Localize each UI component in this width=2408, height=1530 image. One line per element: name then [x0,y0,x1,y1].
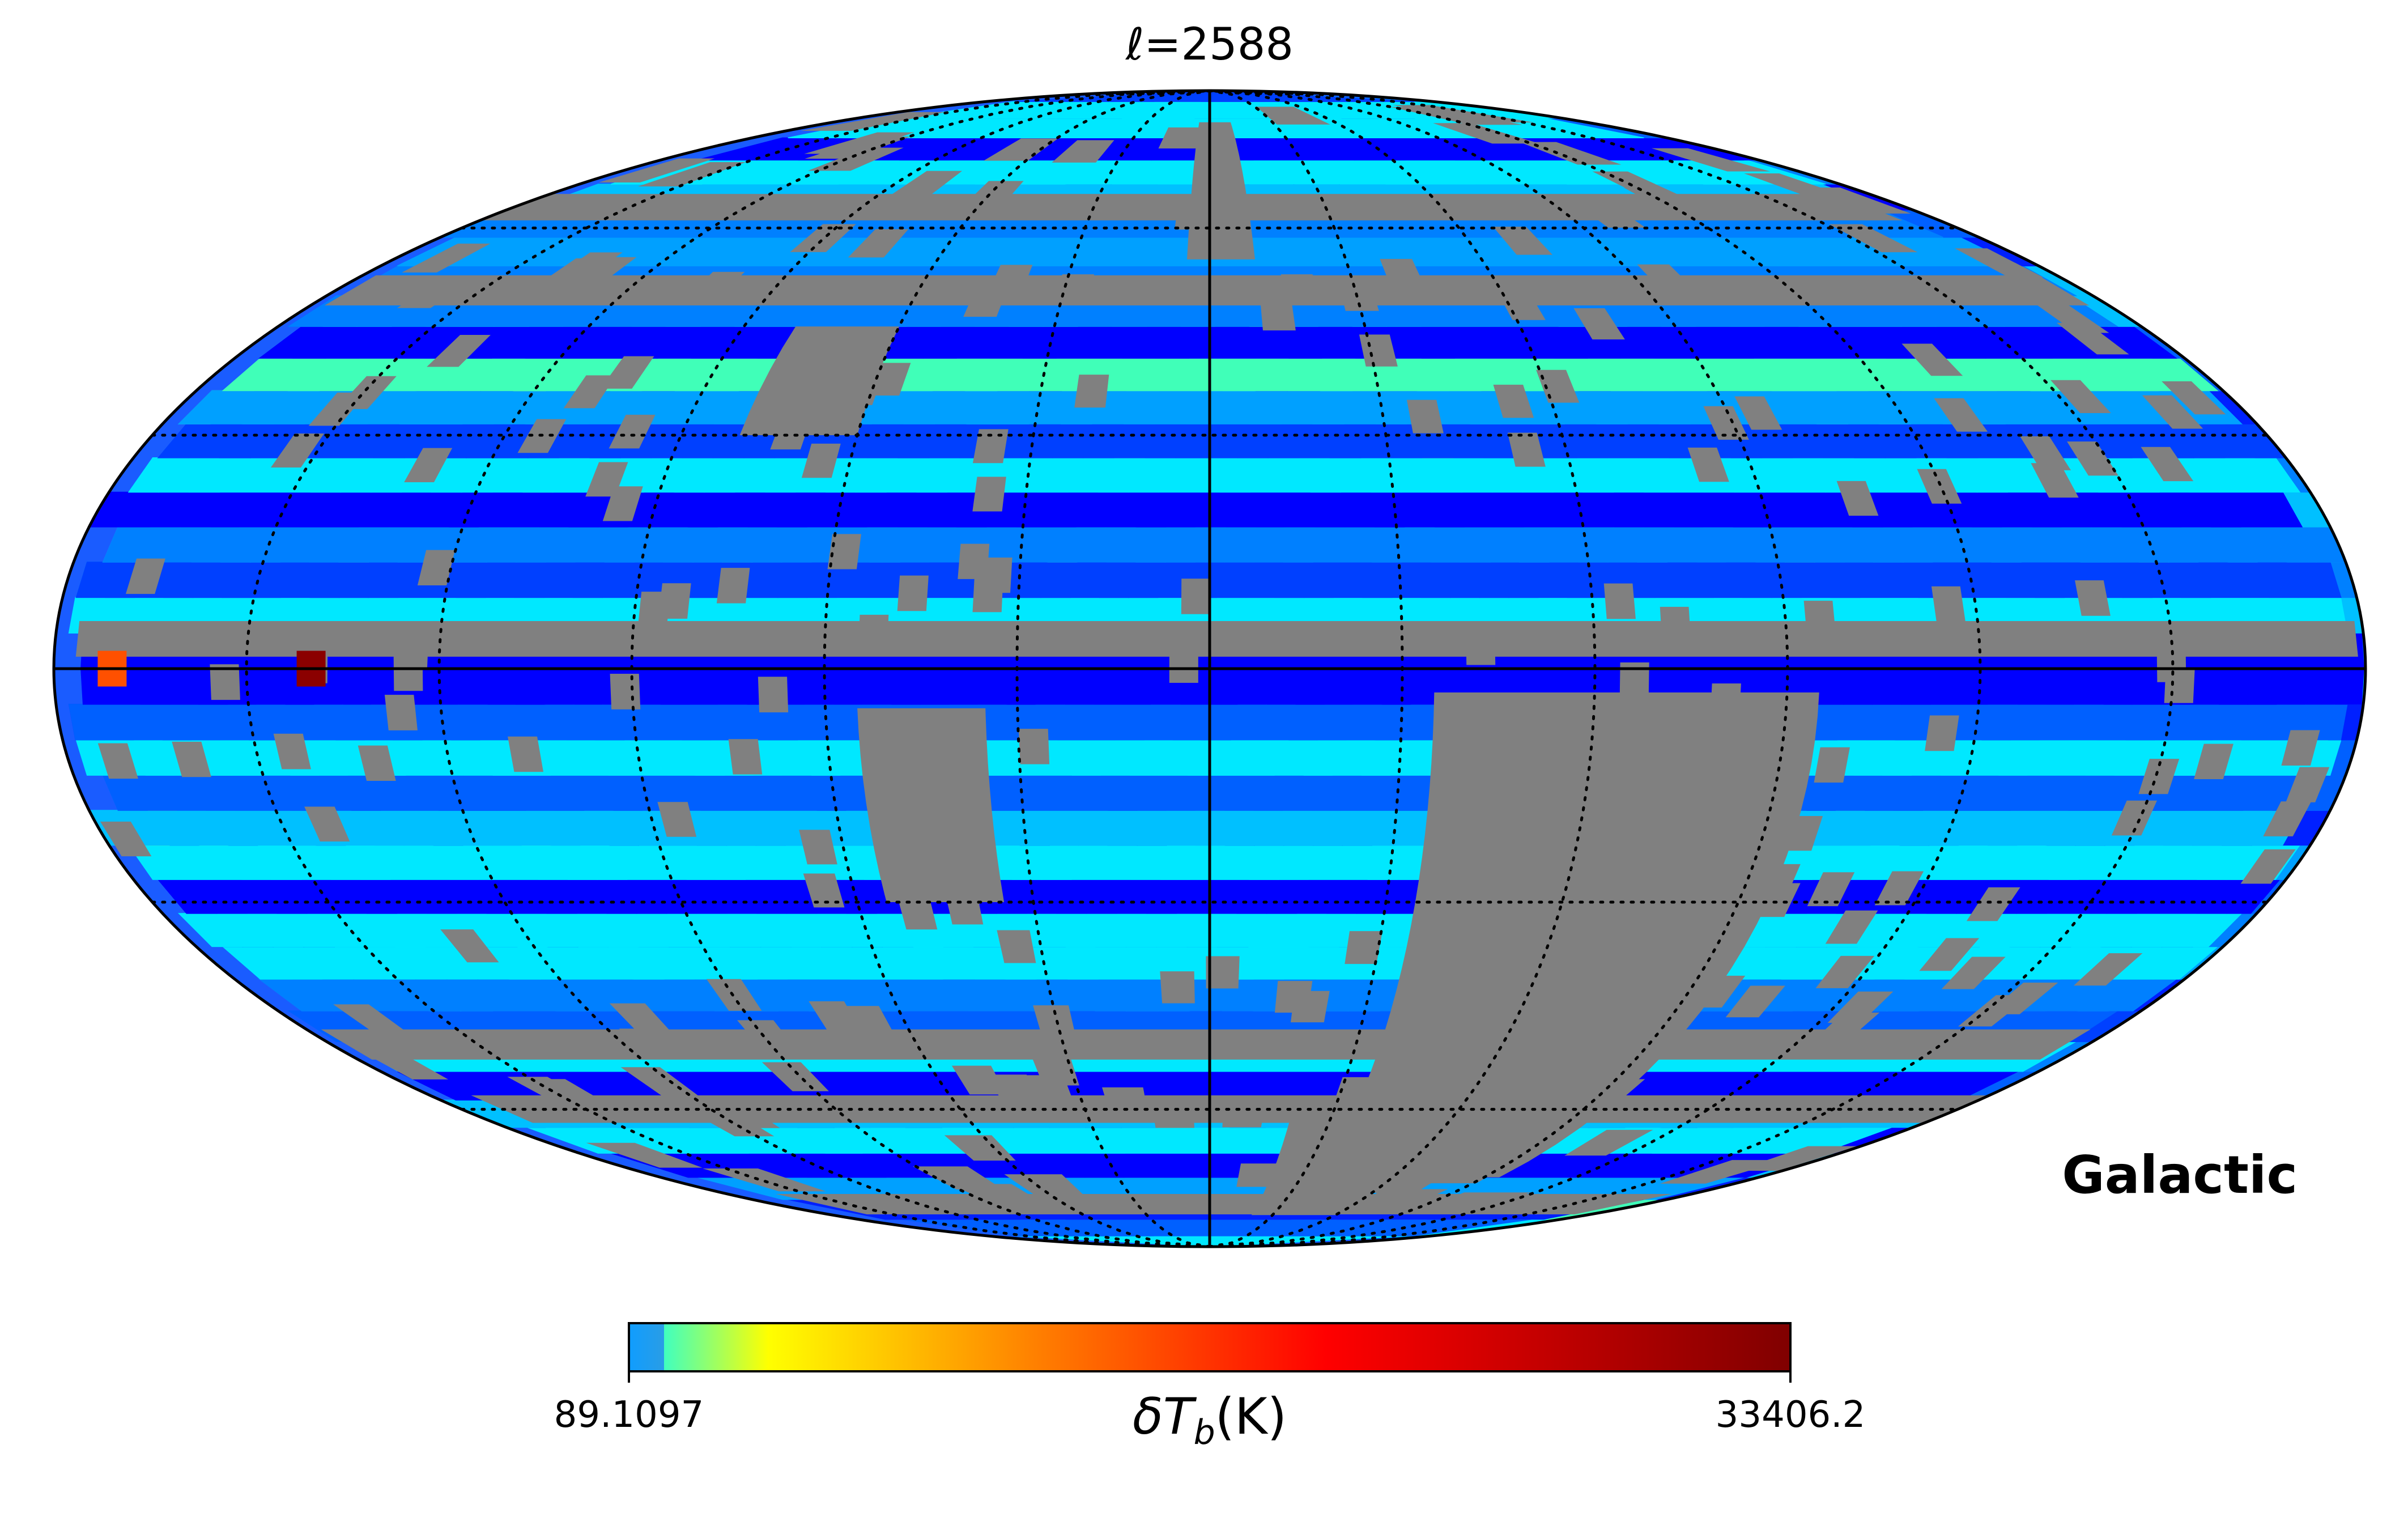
masked-pixel [1169,647,1198,683]
masked-pixel [1603,583,1636,619]
masked-pixel [658,583,691,619]
sky-pixel [157,879,2281,914]
sky-pixel [610,1153,1826,1178]
map-title: ℓ=2588 [1125,19,1294,70]
masked-pixel [981,557,1012,593]
colorbar-label-unit: (K) [1215,1387,1287,1446]
masked-region [857,708,1005,903]
sky-pixel [102,775,2346,811]
masked-pixel [1931,586,1965,622]
masked-pixel [1160,971,1195,1004]
masked-pixel [398,633,429,669]
sky-pixel [90,810,2303,846]
colorbar-axis-label: δTb(K) [1133,1387,1287,1452]
colorbar-gradient [628,1322,1792,1372]
sky-pixel [258,326,2178,359]
masked-pixel [897,575,929,611]
masked-pixel [728,739,763,775]
colorbar-min-label: 89.1097 [554,1394,704,1436]
masked-pixel [481,194,1903,220]
masked-pixel [758,677,789,713]
map-title-ell: ℓ [1125,19,1144,70]
masked-pixel [1345,931,1382,964]
masked-pixel [1274,981,1313,1013]
masked-pixel [321,1029,2091,1060]
masked-pixel [1925,715,1959,751]
masked-pixel [716,568,750,604]
masked-pixel [1222,1100,1266,1128]
sky-pixel [127,457,2301,493]
masked-pixel [1710,683,1741,719]
masked-pixel [1074,375,1109,408]
map-title-value: =2588 [1144,19,1294,70]
masked-pixel [972,477,1006,512]
masked-pixel [1018,729,1050,764]
coordinate-system-label: Galactic [2062,1145,2298,1205]
colorbar-label-subscript: b [1194,1413,1215,1452]
sky-pixel [90,491,2303,528]
colorbar-max-label: 33406.2 [1716,1394,1866,1436]
sky-pixel [222,358,2219,392]
sky-pixel [127,844,2301,880]
colorbar-low-cap [630,1324,664,1370]
colorbar: 89.1097 33406.2 δTb(K) [554,1322,1866,1452]
masked-pixel [384,695,418,730]
masked-pixel [1181,579,1210,614]
colorbar-label-symbol: δT [1133,1387,1197,1446]
mollweide-map [54,91,2366,1247]
masked-pixel [827,534,861,570]
masked-pixel [610,673,641,709]
masked-pixel [776,1193,1672,1215]
sky-pixel [80,668,2364,705]
